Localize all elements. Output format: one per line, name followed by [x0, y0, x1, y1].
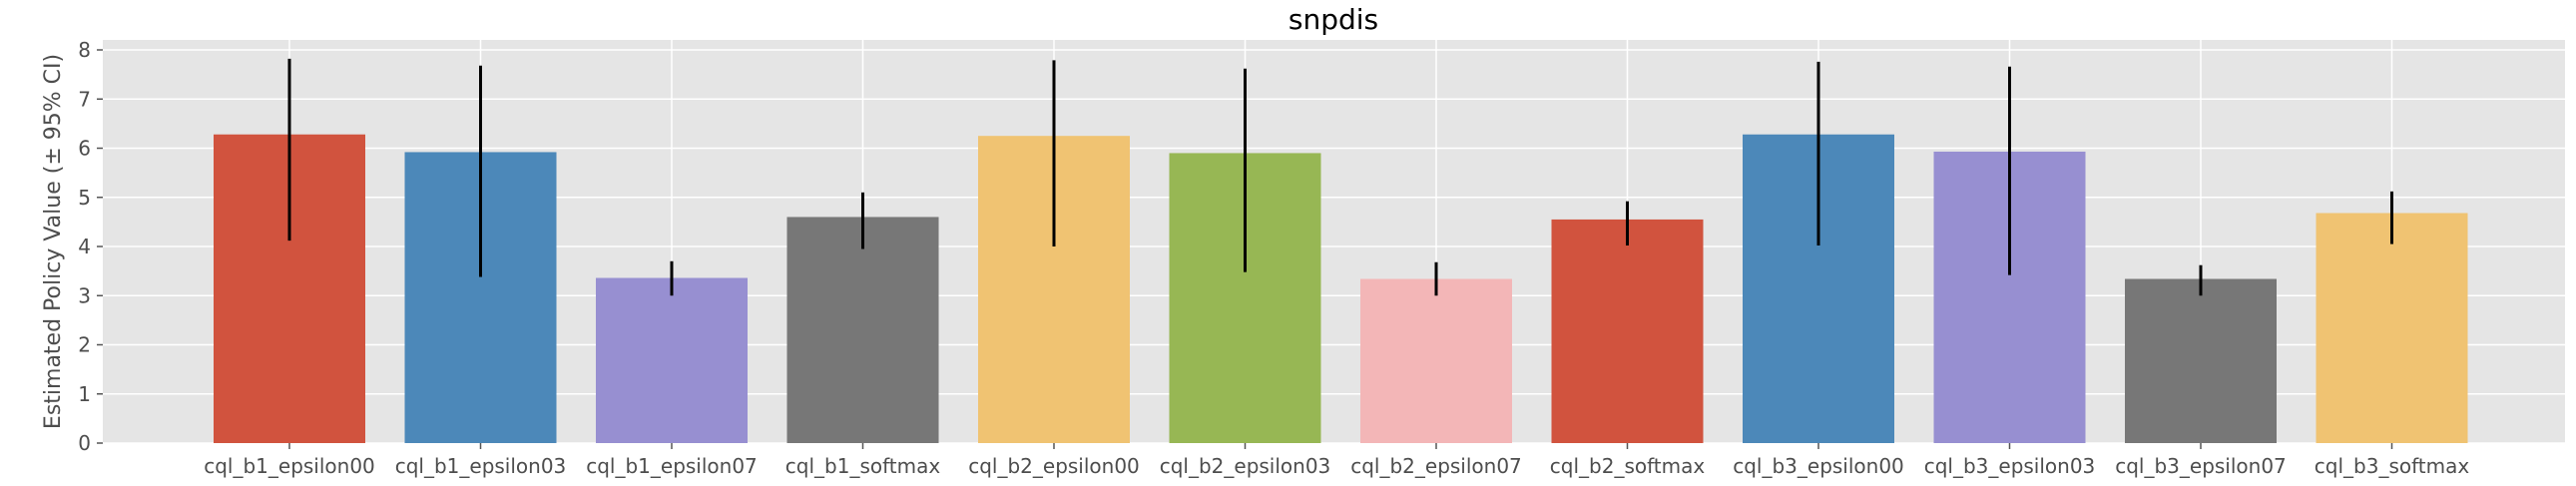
y-tick-label: 1: [78, 382, 91, 406]
x-tick-label: cql_b2_epsilon07: [1350, 454, 1522, 478]
y-tick-label: 2: [78, 333, 91, 357]
bar: [2125, 278, 2277, 443]
x-tick-label: cql_b1_epsilon00: [204, 454, 375, 478]
y-tick-label: 8: [78, 38, 91, 62]
bar: [596, 277, 748, 443]
x-tick-label: cql_b3_epsilon00: [1733, 454, 1904, 478]
x-tick-label: cql_b3_epsilon07: [2115, 454, 2287, 478]
x-tick-label: cql_b2_epsilon03: [1160, 454, 1331, 478]
x-axis-ticks: cql_b1_epsilon00 cql_b1_epsilon03 cql_b1_e…: [204, 443, 2469, 478]
x-tick-label: cql_b1_epsilon03: [395, 454, 567, 478]
bar: [786, 217, 939, 443]
bar: [1360, 278, 1512, 443]
y-tick-label: 3: [78, 283, 91, 307]
error-bars: [287, 58, 2393, 296]
bars: [214, 134, 2468, 444]
y-tick-label: 5: [78, 186, 91, 210]
x-tick-label: cql_b2_epsilon00: [968, 454, 1140, 478]
y-tick-label: 0: [78, 431, 91, 455]
x-tick-label: cql_b3_softmax: [2315, 454, 2470, 478]
bar: [2316, 213, 2468, 443]
y-axis-ticks: 0 1 2 3 4 5 6 7 8: [78, 38, 103, 455]
y-tick-label: 4: [78, 235, 91, 258]
chart-title: snpdis: [1288, 3, 1378, 36]
y-tick-label: 6: [78, 137, 91, 161]
y-tick-label: 7: [78, 87, 91, 111]
x-tick-label: cql_b1_softmax: [785, 454, 941, 478]
y-axis-label: Estimated Policy Value (± 95% CI): [41, 54, 66, 429]
x-tick-label: cql_b2_softmax: [1550, 454, 1706, 478]
x-tick-label: cql_b1_epsilon07: [586, 454, 758, 478]
bar: [1551, 219, 1704, 443]
x-tick-label: cql_b3_epsilon03: [1924, 454, 2096, 478]
